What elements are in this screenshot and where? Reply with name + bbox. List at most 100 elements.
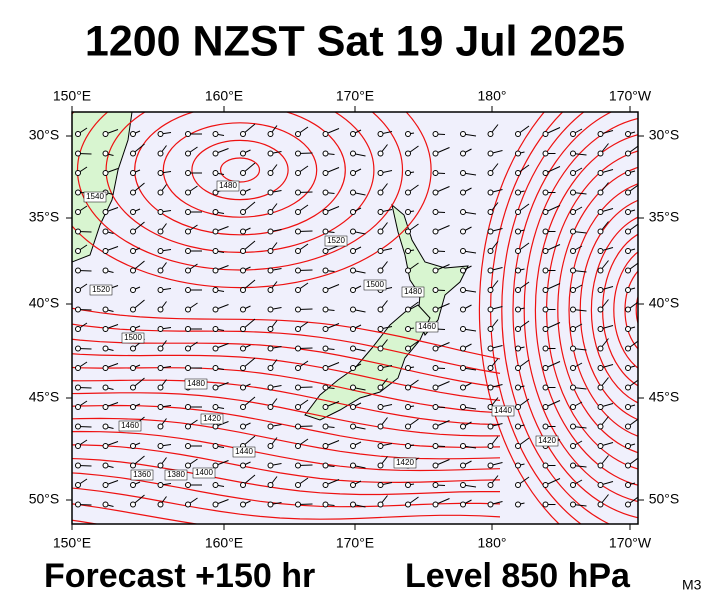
- wind-station: [157, 384, 164, 391]
- wind-station: [377, 384, 384, 391]
- wind-station: [625, 189, 631, 196]
- wind-station: [102, 209, 109, 215]
- wind-station: [157, 306, 164, 313]
- wind-station: [570, 248, 576, 254]
- wind-station: [515, 365, 521, 371]
- wind-station: [542, 404, 549, 410]
- lon-label: 150°E: [53, 88, 91, 104]
- lat-label: 45°S: [29, 389, 60, 405]
- contour-label: 1420: [396, 458, 414, 467]
- wind-station: [377, 501, 384, 508]
- wind-station: [322, 482, 329, 488]
- wind-station: [157, 267, 164, 274]
- wind-station: [597, 365, 604, 371]
- wind-station: [515, 150, 521, 157]
- wind-station: [432, 131, 439, 137]
- wind-station: [405, 267, 411, 274]
- wind-station: [295, 209, 301, 215]
- wind-station: [267, 209, 274, 215]
- wind-station: [322, 443, 329, 449]
- wind-station: [295, 150, 301, 157]
- wind-station: [130, 365, 136, 371]
- wind-station: [350, 209, 356, 215]
- wind-station: [185, 209, 191, 215]
- south-island: [304, 304, 431, 421]
- wind-station: [130, 306, 136, 313]
- wind-station: [240, 131, 246, 137]
- wind-station: [130, 228, 136, 235]
- wind-station: [102, 423, 109, 430]
- wind-station: [130, 345, 136, 352]
- wind-station: [542, 423, 549, 430]
- wind-station: [625, 306, 631, 313]
- contour-line: [624, 270, 638, 350]
- wind-station: [570, 209, 576, 215]
- wind-station: [460, 443, 466, 449]
- wind-station: [295, 326, 301, 332]
- wind-station: [267, 228, 274, 235]
- wind-station: [487, 501, 494, 508]
- wind-station: [570, 365, 576, 371]
- lon-label: 170°W: [609, 88, 652, 104]
- wind-station: [515, 423, 521, 430]
- wind-station: [405, 189, 411, 196]
- wind-station: [377, 189, 384, 196]
- wind-station: [597, 228, 604, 235]
- contour-line: [557, 166, 638, 454]
- contour-label: 1460: [121, 421, 139, 430]
- wind-station: [487, 443, 494, 449]
- wind-station: [570, 482, 576, 488]
- contour-label-box: [324, 235, 348, 247]
- contour-label-box: [184, 378, 208, 390]
- wind-station: [267, 326, 274, 332]
- contour-label: 1480: [219, 181, 237, 190]
- wind-station: [460, 462, 466, 469]
- wind-station: [460, 345, 466, 352]
- wind-station: [625, 170, 631, 176]
- wind-station: [570, 345, 576, 352]
- wind-station: [405, 209, 411, 215]
- wind-station: [240, 150, 246, 157]
- lon-label: 150°E: [53, 535, 91, 551]
- wind-station: [322, 306, 329, 313]
- wind-station: [185, 326, 191, 332]
- wind-station: [157, 482, 164, 488]
- wind-station: [460, 501, 466, 508]
- level-label: Level 850 hPa: [405, 557, 631, 595]
- wind-station: [460, 482, 466, 488]
- wind-station: [515, 189, 521, 196]
- contour-line: [501, 112, 611, 524]
- wind-station: [212, 228, 219, 235]
- wind-station: [267, 404, 274, 410]
- wind-station: [102, 306, 109, 313]
- wind-station: [212, 248, 219, 254]
- contour-label: 1440: [494, 406, 512, 415]
- wind-station: [102, 345, 109, 352]
- wind-station: [432, 189, 439, 196]
- wind-station: [75, 228, 81, 235]
- wind-station: [597, 267, 604, 274]
- wind-station: [350, 131, 356, 137]
- wind-station: [75, 443, 81, 449]
- wind-station: [460, 306, 466, 313]
- wind-station: [157, 131, 164, 137]
- wind-station: [487, 228, 494, 235]
- wind-station: [377, 365, 384, 371]
- wind-station: [377, 209, 384, 215]
- contour-label-box: [130, 469, 154, 481]
- wind-station: [570, 150, 576, 157]
- wind-station: [212, 482, 219, 488]
- contour-label: 1440: [235, 447, 253, 456]
- wind-station: [157, 287, 164, 293]
- wind-station: [267, 287, 274, 293]
- wind-station: [212, 365, 219, 371]
- wind-station: [542, 209, 549, 215]
- wind-station: [102, 131, 109, 137]
- wind-station: [267, 248, 274, 254]
- wind-station: [487, 326, 494, 332]
- wind-station: [515, 326, 521, 332]
- lon-label: 170°W: [609, 535, 652, 551]
- wind-station: [185, 189, 191, 196]
- wind-station: [432, 443, 439, 449]
